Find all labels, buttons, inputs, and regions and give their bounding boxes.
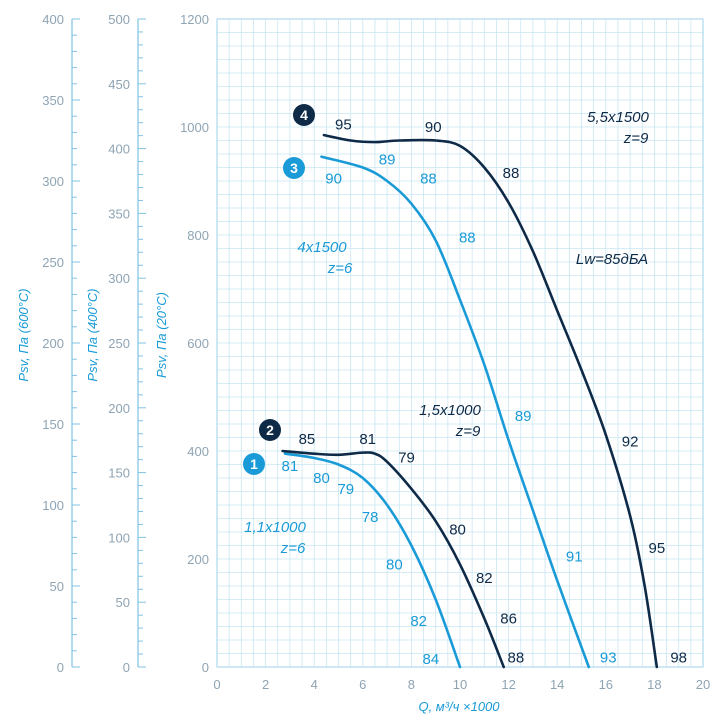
curve-number-badge [259,419,281,441]
efficiency-label: 81 [359,431,376,448]
x-tick-label: 6 [359,677,366,692]
curve-number-badge [243,453,265,475]
efficiency-label: 88 [420,170,437,187]
y-tick-label: 800 [187,228,209,243]
efficiency-label: 89 [515,408,532,425]
x-tick-label: 4 [311,677,318,692]
y-axis-label: Psv, Па (400°C) [85,288,100,381]
efficiency-label: 85 [299,431,316,448]
y-tick-label: 250 [108,336,130,351]
x-tick-label: 10 [453,677,467,692]
curve-number-text: 3 [290,160,298,176]
y-tick-label: 50 [50,579,64,594]
y-axis-label: Psv, Па (600°C) [16,288,31,381]
y-tick-label: 300 [108,271,130,286]
curve-blades-label: z=9 [455,423,481,440]
y-tick-label: 1000 [180,120,209,135]
y-tick-label: 350 [108,206,130,221]
efficiency-label: 79 [337,481,354,498]
x-tick-label: 8 [408,677,415,692]
x-tick-label: 2 [262,677,269,692]
efficiency-label: 82 [476,570,493,587]
x-tick-label: 0 [213,677,220,692]
y-tick-label: 0 [123,660,130,675]
curve-number-text: 1 [250,456,258,472]
curve-model-label: 1,5x1000 [419,402,481,419]
curve-model-label: 5,5x1500 [587,109,649,126]
grid [216,18,704,668]
efficiency-label: 88 [459,230,476,247]
efficiency-label: 88 [508,649,525,666]
curve-1 [283,452,462,669]
y-tick-label: 100 [108,530,130,545]
efficiency-label: 78 [362,509,379,526]
y-tick-label: 300 [42,174,64,189]
efficiency-label: 80 [449,521,466,538]
curve-blades-label: z=6 [327,260,353,277]
efficiency-label: 90 [325,170,342,187]
curve-number-badge [293,104,315,126]
sound-power-annotation: Lw=85дБА [576,251,648,268]
x-tick-label: 14 [550,677,564,692]
y-tick-label: 100 [42,498,64,513]
efficiency-label: 81 [282,458,299,475]
y-tick-label: 400 [108,142,130,157]
y-tick-label: 0 [57,660,64,675]
x-tick-label: 12 [501,677,515,692]
y-tick-label: 1200 [180,12,209,27]
curve-4 [322,133,659,669]
curve-number-badge [283,157,305,179]
series-curves [281,133,659,669]
efficiency-label: 92 [622,433,639,450]
y-axis-label: Psv, Па (20°C) [154,292,169,378]
curve-3 [320,155,591,669]
y-tick-label: 400 [42,12,64,27]
y-tick-label: 0 [202,660,209,675]
efficiency-label: 86 [500,610,517,627]
efficiency-label: 89 [379,151,396,168]
axes: 0 2 4 6 8 10 12 14 16 18 20Q, м³/ч ×10000501001502… [16,12,710,714]
y-tick-label: 200 [187,552,209,567]
y-tick-label: 150 [108,466,130,481]
efficiency-label: 90 [425,119,442,136]
efficiency-label: 82 [410,613,427,630]
y-tick-label: 200 [42,336,64,351]
curve-2 [281,449,506,669]
curve-model-label: 4x1500 [297,239,347,256]
y-tick-label: 500 [108,12,130,27]
y-tick-label: 150 [42,417,64,432]
efficiency-label: 95 [335,116,352,133]
curve-blades-label: z=9 [623,130,649,147]
efficiency-label: 80 [313,470,330,487]
y-tick-label: 350 [42,93,64,108]
curve-number-text: 2 [266,422,274,438]
curve-number-text: 4 [300,107,308,123]
efficiency-label: 88 [503,165,520,182]
efficiency-label: 95 [648,540,665,557]
efficiency-label: 93 [600,649,617,666]
y-tick-label: 250 [42,255,64,270]
y-tick-label: 50 [116,595,130,610]
y-tick-label: 600 [187,336,209,351]
x-tick-label: 18 [647,677,661,692]
x-axis-label: Q, м³/ч ×1000 [418,699,500,714]
y-tick-label: 400 [187,444,209,459]
efficiency-label: 84 [422,651,439,668]
efficiency-label: 80 [386,556,403,573]
x-tick-label: 16 [599,677,613,692]
curve-blades-label: z=6 [280,540,306,557]
efficiency-label: 98 [670,649,687,666]
curve-model-label: 1,1x1000 [244,519,306,536]
efficiency-label: 91 [566,548,583,565]
y-tick-label: 450 [108,77,130,92]
efficiency-label: 79 [398,449,415,466]
y-tick-label: 200 [108,401,130,416]
x-tick-label: 20 [696,677,710,692]
